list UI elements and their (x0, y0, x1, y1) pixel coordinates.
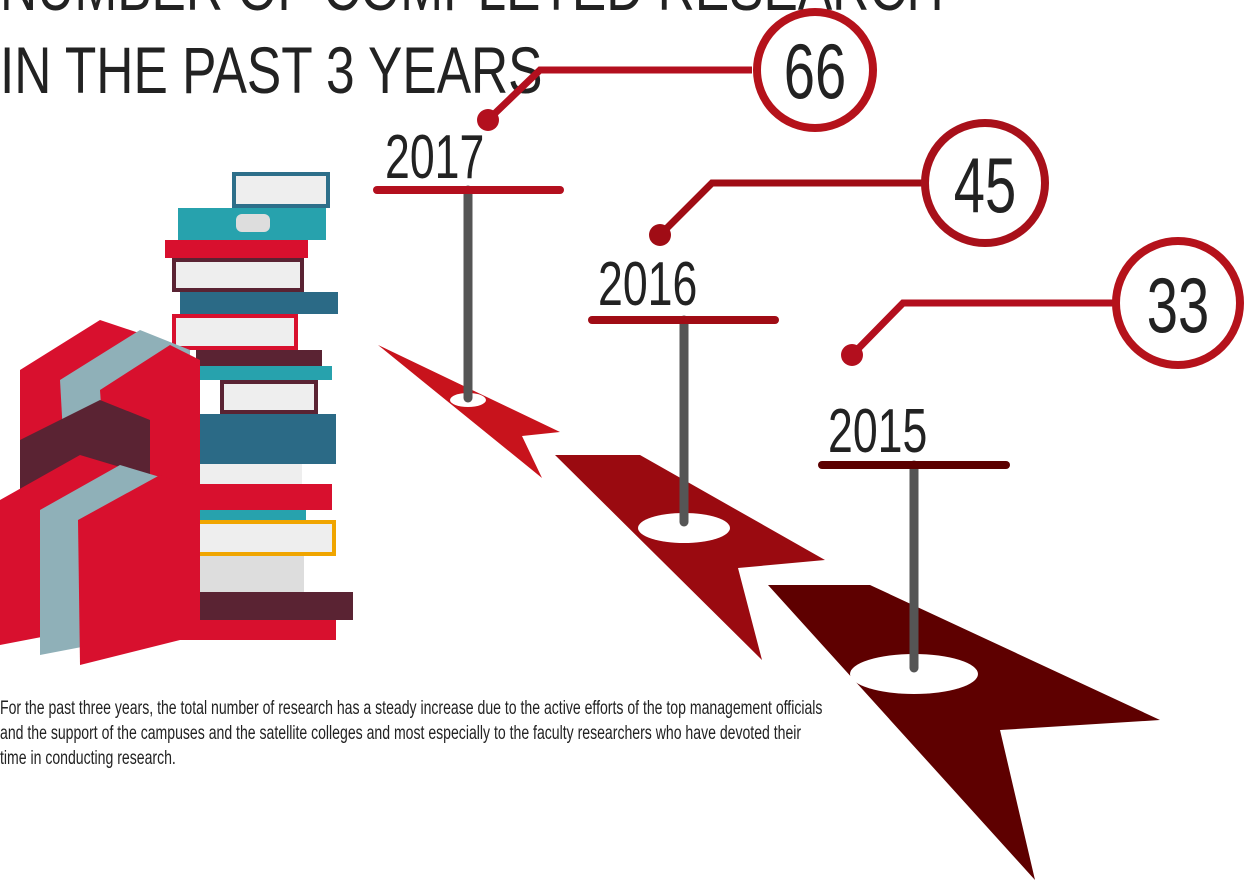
count-label: 66 (784, 28, 846, 115)
page: NUMBER OF COMPLETED RESEARCH IN THE PAST… (0, 0, 1246, 883)
year-label: 2015 (828, 397, 927, 466)
year-label: 2016 (598, 250, 697, 319)
description: For the past three years, the total numb… (0, 696, 829, 771)
count-label: 33 (1147, 262, 1209, 349)
books-illustration (0, 172, 353, 665)
arrow (555, 455, 825, 660)
year-label: 2017 (385, 123, 484, 192)
title-line: IN THE PAST 3 YEARS (0, 33, 543, 108)
count-label: 45 (954, 142, 1016, 229)
